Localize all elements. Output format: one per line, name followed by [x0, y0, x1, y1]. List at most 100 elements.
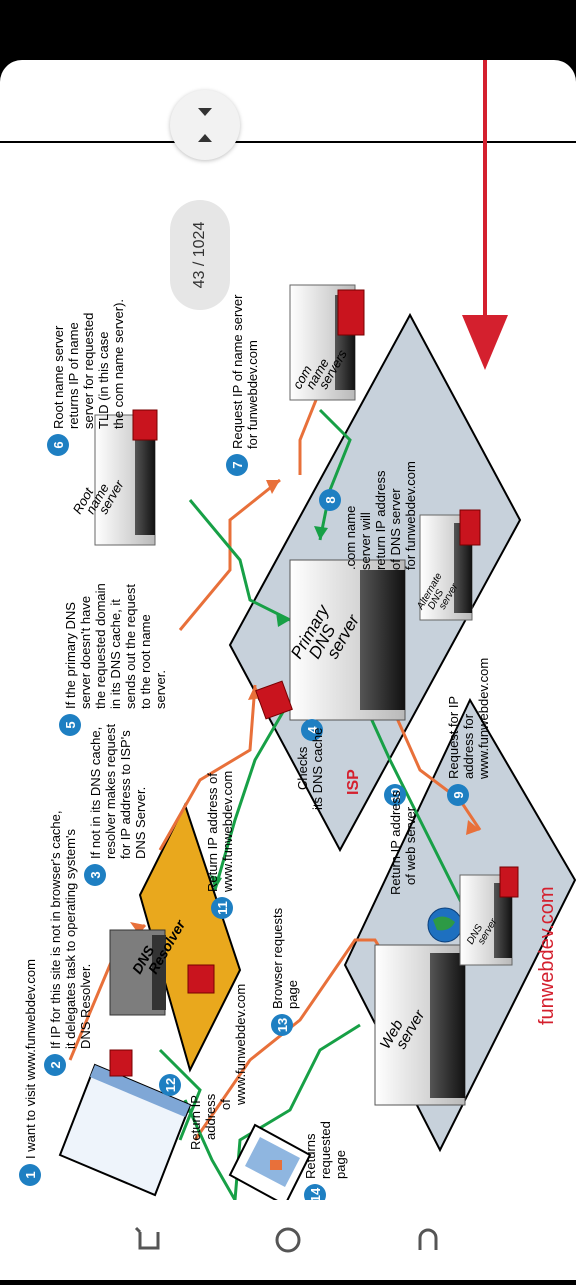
- step-13: 13 Browser requests page: [270, 907, 300, 1036]
- step-13-line-1: Browser requests: [270, 907, 285, 1009]
- step-7-line-1: Request IP of name server: [230, 294, 245, 449]
- step-7: 7 Request IP of name server for funwebde…: [226, 294, 260, 476]
- step-8-line-1: .com name: [343, 506, 358, 570]
- root-server: [94, 409, 158, 546]
- step-11: 11 Return IP address of www.funwebdev.co…: [205, 771, 235, 919]
- step-2-line-2: it delegates task to operating system's: [63, 829, 78, 1049]
- arrow-browser-to-web: [193, 938, 392, 1141]
- arrow-root-to-isp: [188, 499, 291, 622]
- web-server: [374, 907, 466, 1106]
- step-10-line-1: Return IP address: [388, 790, 403, 895]
- com-server: [289, 284, 365, 401]
- step-12-line-1: Return IP: [188, 1095, 203, 1150]
- green-arrows: [158, 408, 472, 1205]
- arrow-com-to-isp: [318, 408, 352, 541]
- page-counter-text: 43 / 1024: [191, 221, 208, 289]
- back-icon[interactable]: [134, 1226, 160, 1250]
- step-8: 8 .com name server will return IP addres…: [319, 461, 418, 570]
- step-14-line-1: Returns: [303, 1133, 318, 1179]
- step-14-line-3: page: [333, 1150, 348, 1179]
- step-1: 1 I want to visit www.funwebdev.com: [19, 959, 41, 1186]
- step-6: 6 Root name server returns IP of name se…: [47, 299, 126, 456]
- isp-label: ISP: [345, 769, 362, 795]
- funwebdev-label: funwebdev.com: [536, 886, 558, 1025]
- svg-text:4: 4: [305, 726, 320, 734]
- svg-text:7: 7: [230, 461, 245, 468]
- primary-dns-server: [255, 559, 406, 721]
- step-12-line-2: address: [203, 1093, 218, 1140]
- step-14: 14 Returns requested page: [303, 1121, 348, 1206]
- browser-window: [58, 1049, 192, 1197]
- step-6-line-5: the com name server).: [111, 299, 126, 429]
- arrow-isp-to-root: [178, 478, 281, 631]
- step-5-line-2: server doesn't have: [78, 596, 93, 709]
- step-12-line-4: www.funwebdev.com: [233, 984, 248, 1106]
- step-8-line-5: for funwebdev.com: [403, 461, 418, 570]
- dns-diagram: DNS Resolver Primary DNS server Root nam…: [0, 60, 576, 1207]
- step-4-line-2: its DNS cache: [310, 728, 325, 810]
- step-9-line-2: address for: [461, 713, 476, 779]
- svg-text:3: 3: [88, 871, 103, 878]
- step-5-line-7: server.: [153, 670, 168, 709]
- step-11-line-2: www.funwebdev.com: [220, 771, 235, 893]
- svg-text:14: 14: [308, 1187, 323, 1202]
- page-counter: 43 / 1024: [170, 200, 230, 310]
- arrow-resolver-to-browser: [158, 1048, 202, 1141]
- arrow-isp-to-resolver: [213, 699, 292, 891]
- arrow-web-to-browser: [183, 1023, 361, 1205]
- step-5-line-5: sends out the request: [123, 584, 138, 709]
- svg-text:8: 8: [323, 496, 338, 503]
- step-14-line-2: requested: [318, 1121, 333, 1179]
- svg-text:12: 12: [163, 1078, 178, 1092]
- step-2: 2 If IP for this site is not in browser'…: [44, 810, 93, 1076]
- scroll-arrow: [462, 60, 508, 370]
- arrow-isp-to-dns: [378, 679, 482, 831]
- step-4-line-1: Checks: [295, 746, 310, 790]
- step-7-line-2: for funwebdev.com: [245, 340, 260, 449]
- svg-text:13: 13: [275, 1018, 290, 1032]
- step-8-line-4: of DNS server: [388, 488, 403, 570]
- dns-small-server: [459, 866, 519, 966]
- step-10-line-2: of web server: [403, 806, 418, 885]
- step-11-line-1: Return IP address of: [205, 773, 220, 892]
- step-3-line-3: for IP address to ISP's: [118, 730, 133, 859]
- step-13-line-2: page: [285, 980, 300, 1009]
- step-6-line-1: Root name server: [51, 325, 66, 429]
- step-3-line-1: If not in its DNS cache,: [88, 727, 103, 859]
- step-3: 3 If not in its DNS cache, resolver make…: [84, 724, 148, 886]
- chevrons-icon: [198, 108, 212, 142]
- step-6-line-3: server for requested: [81, 313, 96, 429]
- svg-text:6: 6: [51, 441, 66, 448]
- svg-text:1: 1: [23, 1171, 38, 1178]
- document-page[interactable]: DNS Resolver Primary DNS server Root nam…: [0, 60, 576, 1210]
- step-6-line-4: TLD (in this case: [96, 331, 111, 429]
- home-icon[interactable]: [275, 1227, 301, 1253]
- step-5-line-6: to the root name: [138, 614, 153, 709]
- step-8-line-3: return IP address: [373, 470, 388, 570]
- recents-icon[interactable]: [418, 1228, 438, 1250]
- step-5-line-3: the requested domain: [93, 583, 108, 709]
- step-3-line-4: DNS Server.: [133, 787, 148, 859]
- step-6-line-2: returns IP of name: [66, 322, 81, 429]
- step-10: 10 Return IP address of web server: [384, 784, 418, 895]
- svg-text:9: 9: [451, 791, 466, 798]
- step-4: 4 Checks its DNS cache: [295, 719, 325, 810]
- orange-arrows: [68, 359, 482, 1141]
- step-2-line-3: DNS Resolver.: [78, 964, 93, 1049]
- step-12: 12 Return IP address of www.funwebdev.co…: [159, 984, 248, 1150]
- step-5: 5 If the primary DNS server doesn't have…: [59, 583, 168, 736]
- svg-text:11: 11: [215, 901, 230, 915]
- returned-page: [228, 1123, 312, 1207]
- scroll-handle-button[interactable]: [170, 90, 240, 160]
- status-bar: [0, 0, 576, 60]
- step-9-line-3: www.funwebdev.com: [476, 658, 491, 780]
- svg-text:5: 5: [63, 721, 78, 728]
- step-9: 9 Request for IP address for www.funwebd…: [446, 658, 491, 806]
- step-2-line-1: If IP for this site is not in browser's …: [48, 810, 63, 1049]
- arrow-dns-to-isp: [363, 704, 472, 921]
- alternate-server: [419, 509, 481, 621]
- step-9-line-1: Request for IP: [446, 696, 461, 779]
- resolver-machine: [109, 929, 215, 1016]
- step-5-line-1: If the primary DNS: [63, 602, 78, 709]
- step-1-line-1: I want to visit www.funwebdev.com: [23, 959, 38, 1159]
